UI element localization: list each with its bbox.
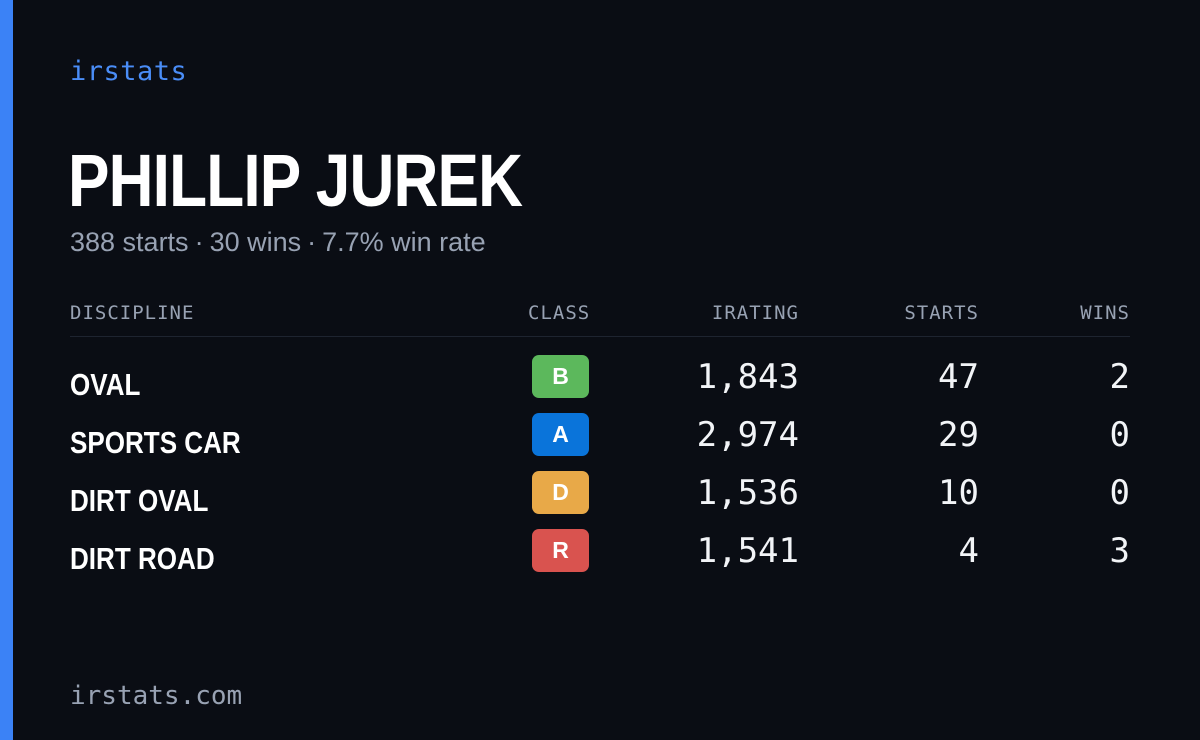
wins-value: 0 [1109,473,1130,513]
summary-separator: · [307,227,317,257]
win-rate-summary: 7.7% win rate [322,227,486,257]
starts-value: 4 [958,531,979,571]
discipline-name: DIRT ROAD [70,541,215,576]
starts-value: 29 [938,415,979,455]
discipline-name: OVAL [70,367,141,402]
header-wins: WINS [1080,302,1130,324]
header-class: CLASS [528,302,591,324]
starts-summary: 388 starts [70,227,189,257]
starts-value: 10 [938,473,979,513]
table-row: OVAL B 1,843 47 2 [70,353,1130,411]
class-badge: D [532,471,589,514]
table-body: OVAL B 1,843 47 2 SPORTS CAR A 2,974 29 … [70,353,1130,585]
table-row: DIRT ROAD R 1,541 4 3 [70,527,1130,585]
irating-value: 1,536 [696,473,799,513]
summary-separator: · [194,227,204,257]
wins-value: 3 [1109,531,1130,571]
table-header: DISCIPLINE CLASS IRATING STARTS WINS [70,296,1130,337]
header-discipline: DISCIPLINE [70,302,195,324]
starts-value: 47 [938,357,979,397]
table-row: DIRT OVAL D 1,536 10 0 [70,469,1130,527]
footer-url: irstats.com [70,681,243,711]
irating-value: 2,974 [696,415,799,455]
wins-summary: 30 wins [209,227,302,257]
discipline-name: SPORTS CAR [70,425,241,460]
brand-logo-text: irstats [70,56,188,87]
class-badge: A [532,413,589,456]
discipline-name: DIRT OVAL [70,483,209,518]
wins-value: 0 [1109,415,1130,455]
irating-value: 1,541 [696,531,799,571]
class-badge: R [532,529,589,572]
driver-summary: 388 starts · 30 wins · 7.7% win rate [70,227,486,258]
header-starts: STARTS [904,302,979,324]
accent-bar [0,0,13,740]
table-row: SPORTS CAR A 2,974 29 0 [70,411,1130,469]
irating-value: 1,843 [696,357,799,397]
header-irating: IRATING [711,302,799,324]
driver-name: PHILLIP JUREK [68,139,523,222]
class-badge: B [532,355,589,398]
discipline-table: DISCIPLINE CLASS IRATING STARTS WINS OVA… [70,296,1130,576]
wins-value: 2 [1109,357,1130,397]
